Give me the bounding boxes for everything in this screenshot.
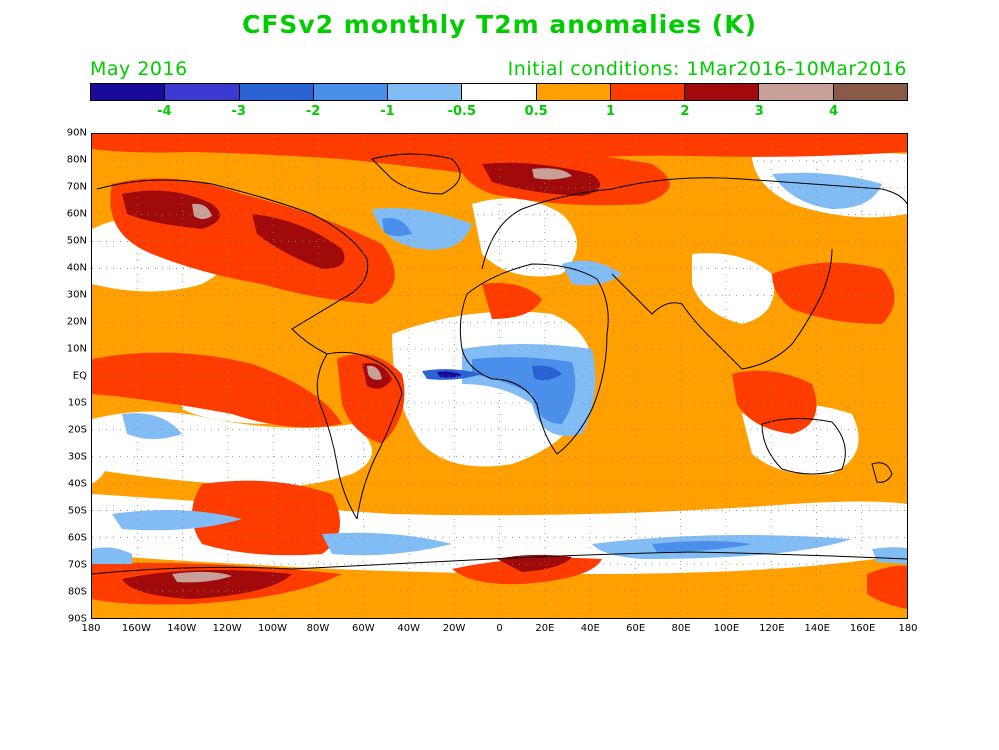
colorbar-label: -3	[231, 104, 246, 119]
longitude-label: 180	[81, 623, 101, 634]
colorbar-cell	[685, 84, 760, 100]
graticule	[92, 134, 907, 618]
anomaly-2-3-regions	[122, 162, 600, 599]
colorbar-label: -4	[157, 104, 172, 119]
colorbar-cell	[91, 84, 166, 100]
colorbar-label: -0.5	[447, 104, 477, 119]
longitude-label: 60E	[626, 623, 646, 634]
latitude-label: 90S	[67, 613, 87, 625]
colorbar-label: -1	[380, 104, 395, 119]
longitude-label: 160W	[121, 623, 151, 634]
latitude-label: 80N	[66, 154, 87, 166]
colorbar-label: 0.5	[524, 104, 548, 119]
latitude-label: 30N	[66, 289, 87, 301]
colorbar-cell	[833, 84, 907, 100]
colorbar-label: -2	[305, 104, 321, 119]
latitude-label: 40N	[66, 262, 87, 274]
latitude-label: 10S	[67, 397, 87, 409]
colorbar	[90, 83, 908, 101]
anomaly-minus4-regions	[437, 371, 462, 378]
longitude-label: 120E	[759, 623, 785, 634]
colorbar-label: 2	[680, 104, 690, 119]
longitude-label: 120W	[212, 623, 242, 634]
latitude-label: 90N	[66, 127, 87, 139]
colorbar-cell	[462, 84, 537, 100]
colorbar-cell	[759, 84, 834, 100]
latitude-label: 30S	[67, 451, 87, 463]
longitude-label: 80E	[671, 623, 691, 634]
longitude-label: 40E	[580, 623, 600, 634]
longitude-label: 100E	[713, 623, 740, 634]
latitude-label: 50N	[66, 235, 87, 247]
colorbar-cell	[313, 84, 389, 100]
latitude-label: 60N	[66, 208, 87, 220]
longitude-label: 140E	[804, 623, 830, 634]
chart-title: CFSv2 monthly T2m anomalies (K)	[241, 10, 758, 39]
colorbar-cell	[388, 84, 463, 100]
latitude-label: 80S	[67, 586, 87, 598]
longitude-label: 0	[496, 623, 503, 634]
latitude-label: 50S	[67, 505, 87, 517]
coastlines	[92, 153, 907, 575]
colorbar-cell	[536, 84, 611, 100]
longitude-label: 20E	[535, 623, 555, 634]
latitude-label: 70S	[67, 559, 87, 571]
latitude-label: EQ	[72, 370, 87, 382]
latitude-label: 60S	[67, 532, 87, 544]
colorbar-label: 1	[606, 104, 616, 119]
anomaly-3-4-regions	[172, 168, 572, 583]
longitude-label: 160E	[849, 623, 876, 634]
latitude-label: 70N	[66, 181, 87, 193]
initial-conditions: Initial conditions: 1Mar2016-10Mar2016	[507, 58, 907, 80]
longitude-label: 20W	[442, 623, 466, 634]
latitude-label: 20S	[67, 424, 87, 436]
longitude-label: 140W	[167, 623, 197, 634]
longitude-label: 80W	[306, 623, 330, 634]
colorbar-cell	[239, 84, 314, 100]
anomaly-map-svg	[92, 134, 907, 618]
forecast-month: May 2016	[90, 58, 188, 80]
colorbar-label: 4	[829, 104, 839, 119]
colorbar-cell	[610, 84, 686, 100]
longitude-label: 60W	[352, 623, 375, 634]
latitude-label: 20N	[66, 316, 87, 328]
latitude-label: 10N	[66, 343, 87, 355]
colorbar-label: 3	[754, 104, 764, 119]
longitude-label: 100W	[258, 623, 288, 634]
latitude-label: 40S	[67, 478, 87, 490]
longitude-label: 180	[898, 623, 918, 634]
anomaly-map	[91, 133, 908, 619]
longitude-label: 40W	[397, 623, 421, 634]
colorbar-labels: -4 -3 -2 -1 -0.5 0.5 1 2 3 4	[90, 104, 908, 120]
colorbar-cell	[165, 84, 240, 100]
